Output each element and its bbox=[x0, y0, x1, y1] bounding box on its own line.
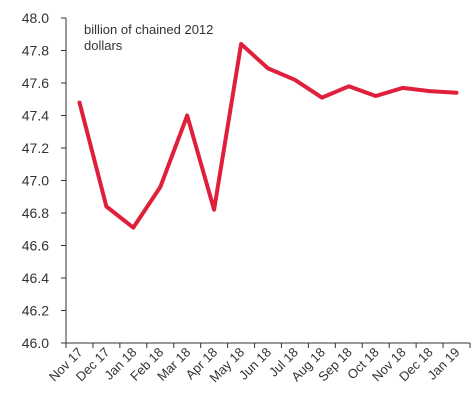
y-tick-label: 46.6 bbox=[22, 238, 49, 254]
unit-label-line-2: dollars bbox=[84, 38, 123, 53]
data-point bbox=[104, 205, 108, 209]
y-axis: 46.0 46.2 46.4 46.6 46.8 47.0 47.2 47.4 47.6 47.8… bbox=[22, 10, 67, 351]
series-line bbox=[77, 42, 459, 230]
y-tick-label: 47.6 bbox=[22, 75, 49, 91]
y-tick-label: 47.0 bbox=[22, 173, 49, 189]
y-tick-label: 48.0 bbox=[22, 10, 49, 26]
data-point bbox=[131, 226, 135, 230]
data-point bbox=[266, 66, 270, 70]
data-point bbox=[239, 42, 243, 46]
data-point bbox=[185, 114, 189, 118]
data-point bbox=[401, 86, 405, 90]
y-tick-label: 46.8 bbox=[22, 205, 49, 221]
y-tick-label: 47.2 bbox=[22, 140, 49, 156]
data-point bbox=[212, 208, 216, 212]
y-tick-label: 47.4 bbox=[22, 108, 49, 124]
series-group bbox=[77, 42, 459, 230]
data-point bbox=[77, 101, 81, 105]
y-tick-label: 46.0 bbox=[22, 335, 49, 351]
y-tick-label: 47.8 bbox=[22, 43, 49, 59]
data-point bbox=[428, 89, 432, 93]
data-point bbox=[293, 78, 297, 82]
data-point bbox=[374, 94, 378, 98]
data-point bbox=[158, 185, 162, 189]
data-point bbox=[455, 91, 459, 95]
y-tick-label: 46.2 bbox=[22, 303, 49, 319]
y-tick-label: 46.4 bbox=[22, 270, 49, 286]
unit-label-line-1: billion of chained 2012 bbox=[84, 22, 213, 37]
data-point bbox=[347, 84, 351, 88]
data-point bbox=[320, 96, 324, 100]
